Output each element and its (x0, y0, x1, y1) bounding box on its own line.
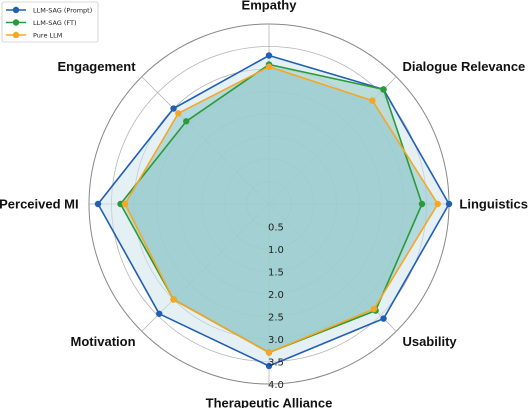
axis-label: Therapeutic Alliance (206, 395, 333, 408)
data-point (170, 296, 177, 303)
tick-label: 3.5 (268, 358, 284, 369)
legend-box (1, 1, 99, 43)
chart-legend: LLM-SAG (Prompt) LLM-SAG (FT) Pure LLM (1, 1, 99, 43)
tick-label: 1.0 (268, 245, 284, 256)
data-point (117, 200, 124, 208)
tick-label: 2.0 (268, 290, 284, 301)
data-point (183, 118, 190, 125)
radar-series (94, 52, 453, 370)
legend-marker (12, 31, 20, 39)
data-point (175, 110, 182, 117)
data-point (434, 200, 441, 208)
data-point (121, 200, 129, 208)
tick-label: 1.5 (268, 268, 284, 279)
tick-label: 2.5 (268, 313, 284, 324)
data-point (418, 200, 426, 208)
series-area (125, 66, 438, 353)
data-point (265, 349, 273, 356)
data-point (380, 315, 387, 322)
data-point (369, 97, 376, 104)
tick-label: 0.5 (268, 223, 284, 234)
axis-label: Empathy (242, 0, 298, 13)
axis-label: Motivation (71, 334, 136, 349)
legend-marker (12, 19, 20, 26)
axis-label: Linguistics (459, 197, 528, 212)
data-point (370, 305, 378, 313)
data-point (265, 63, 273, 70)
legend-label: LLM-SAG (Prompt) (33, 6, 92, 14)
tick-label: 3.0 (268, 335, 284, 346)
axis-label: Engagement (58, 59, 137, 74)
data-point (156, 310, 163, 317)
data-point (265, 52, 273, 59)
legend-label: LLM-SAG (FT) (33, 19, 77, 27)
legend-label: Pure LLM (33, 31, 62, 39)
axis-label: Usability (402, 334, 457, 349)
data-point (265, 362, 273, 370)
axis-label: Dialogue Relevance (402, 59, 525, 74)
data-point (445, 200, 453, 208)
data-point (170, 105, 177, 112)
tick-label: 4.0 (268, 380, 284, 391)
axis-label: Perceived MI (0, 197, 79, 212)
legend-marker (12, 6, 20, 14)
data-point (380, 86, 387, 93)
radial-tick-labels: 0.5 1.0 1.5 2.0 2.5 3.0 3.5 4.0 (268, 223, 284, 392)
data-point (94, 200, 102, 208)
